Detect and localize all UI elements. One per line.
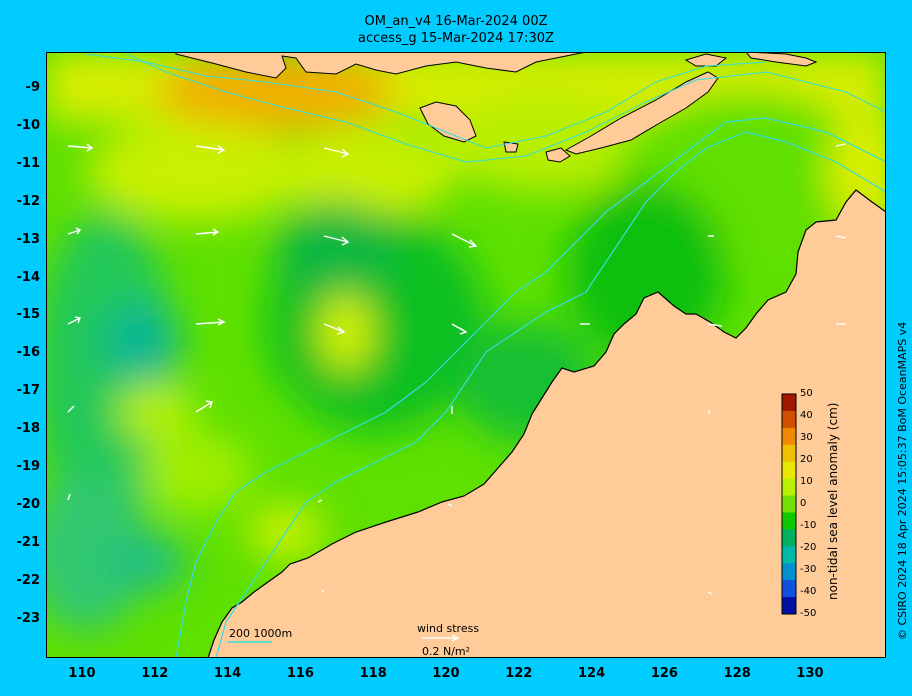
longitude-label: 114 (214, 666, 242, 681)
longitude-label: 118 (359, 666, 387, 681)
longitude-label: 122 (505, 666, 533, 681)
colorbar-tick-label: -40 (800, 586, 817, 597)
colorbar-tick-label: 10 (800, 476, 813, 487)
sea-level-map (46, 52, 886, 658)
wind-arrow (323, 323, 346, 335)
wind-arrow (67, 405, 75, 413)
wind-arrow (67, 227, 82, 235)
longitude-label: 110 (68, 666, 96, 681)
wind-arrow (323, 147, 350, 158)
latitude-label: -23 (16, 610, 41, 626)
colorbar-segment (782, 563, 796, 581)
small-island (745, 52, 818, 67)
map-title-line1: OM_an_v4 16-Mar-2024 00Z (364, 14, 548, 29)
colorbar-tick-label: 50 (800, 388, 813, 399)
colorbar-tick-label: 0 (800, 498, 807, 509)
latitude-label: -19 (16, 459, 41, 474)
latitude-label: -21 (16, 534, 41, 550)
wind-arrow (447, 503, 453, 507)
wind-arrow (195, 400, 213, 413)
longitude-label: 112 (141, 666, 169, 681)
latitude-label: -13 (16, 231, 41, 247)
latitude-label: -18 (16, 421, 41, 437)
latitude-label: -10 (16, 117, 41, 133)
colorbar-segment (782, 410, 796, 429)
colorbar-tick-label: 30 (800, 432, 813, 443)
wind-arrow (195, 145, 226, 154)
wind-arrow (323, 235, 350, 246)
wind-arrow (317, 499, 323, 503)
colorbar (781, 393, 797, 615)
wind-arrow (67, 143, 94, 152)
small-island (503, 141, 519, 153)
longitude-label: 120 (432, 666, 460, 681)
wind-arrow (835, 143, 847, 147)
wind-stress-label: wind stress (417, 622, 480, 635)
bathymetry-contour (85, 53, 767, 149)
colorbar-segment (782, 597, 796, 615)
wind-arrow (707, 591, 713, 595)
credit-text: © CSIRO 2024 18 Apr 2024 15:05:37 BoM Oc… (896, 321, 909, 640)
scale-bar-label: 200 1000m (229, 627, 293, 640)
sumba-island (419, 101, 477, 143)
colorbar-segment (782, 427, 796, 446)
wind-arrow (195, 318, 226, 326)
colorbar-segment (782, 394, 796, 412)
latitude-label: -15 (16, 307, 41, 323)
wind-stress-arrows (67, 143, 847, 595)
nusa-tenggara-islands (175, 52, 587, 79)
colorbar-segment (782, 546, 796, 564)
wind-reference-arrow (422, 634, 460, 642)
wind-arrow (835, 235, 847, 239)
latitude-label: -20 (16, 496, 41, 512)
latitude-label: -22 (16, 572, 41, 588)
wind-stress-value: 0.2 N/m² (422, 645, 471, 658)
colorbar-segment (782, 529, 796, 547)
bathymetry-1000m-contour (175, 117, 886, 658)
colorbar-tick-label: 40 (800, 410, 813, 421)
colorbar-tick-label: -50 (800, 608, 817, 619)
longitude-label: 126 (650, 666, 678, 681)
colorbar-tick-label: -10 (800, 520, 817, 531)
colorbar-tick-label: 20 (800, 454, 813, 465)
colorbar-segment (782, 461, 796, 480)
bathymetry-contour (125, 53, 886, 163)
longitude-label: 130 (796, 666, 824, 681)
map-title-line2: access_g 15-Mar-2024 17:30Z (358, 31, 554, 46)
latitude-label: -14 (16, 269, 41, 285)
wind-arrow (451, 233, 478, 248)
wind-arrow (707, 409, 711, 415)
latitude-label: -17 (16, 383, 41, 399)
wind-arrow (707, 323, 723, 327)
longitude-label: 116 (286, 666, 314, 681)
colorbar-tick-label: -20 (800, 542, 817, 553)
wind-arrow (67, 316, 81, 325)
bathymetry-200m-contour (215, 131, 886, 658)
longitude-label: 128 (723, 666, 751, 681)
small-island (684, 53, 728, 67)
colorbar-segment (782, 512, 796, 530)
wind-arrow (195, 228, 220, 236)
australia-land (207, 189, 886, 658)
latitude-label: -16 (16, 345, 41, 361)
latitude-label: -9 (25, 80, 40, 95)
colorbar-tick-label: -30 (800, 564, 817, 575)
colorbar-segment (782, 444, 796, 463)
small-island (545, 147, 571, 163)
colorbar-label: non-tidal sea level anomaly (cm) (826, 402, 840, 600)
wind-arrow (321, 589, 325, 593)
colorbar-segment (782, 495, 796, 513)
colorbar-frame (781, 393, 797, 615)
wind-arrow (451, 323, 468, 335)
colorbar-segment (782, 580, 796, 598)
latitude-label: -12 (16, 193, 41, 209)
colorbar-segment (782, 478, 796, 497)
latitude-label: -11 (16, 155, 41, 171)
longitude-label: 124 (578, 666, 606, 681)
wind-arrow (67, 493, 71, 501)
timor-island (564, 71, 719, 155)
